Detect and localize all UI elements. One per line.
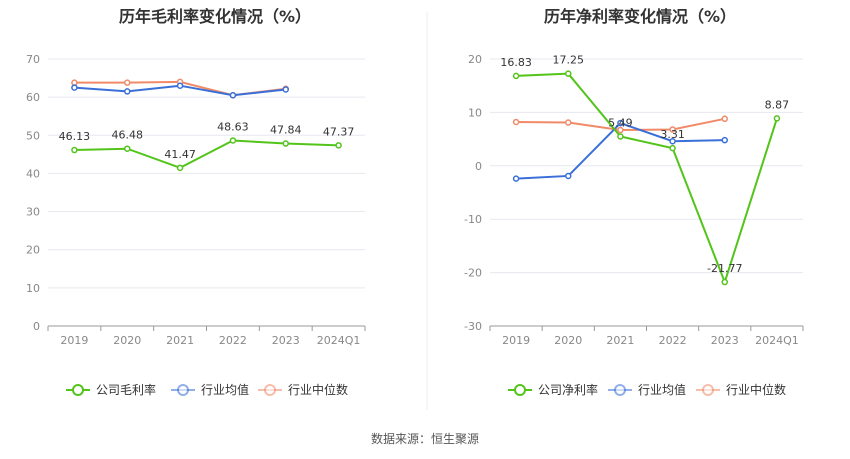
legend-marker xyxy=(702,384,714,396)
series-point xyxy=(71,146,78,154)
legend-label: 行业均值 xyxy=(201,382,249,397)
x-tick-label: 2024Q1 xyxy=(317,334,361,347)
legend-label: 行业中位数 xyxy=(288,382,348,397)
series-point xyxy=(176,164,184,172)
data-source: 数据来源：恒生聚源 xyxy=(371,431,479,446)
x-tick-label: 2021 xyxy=(606,334,634,347)
series-point xyxy=(721,278,728,286)
x-tick-label: 2020 xyxy=(554,334,582,347)
series-point xyxy=(721,115,728,123)
y-tick-label: 70 xyxy=(26,53,40,66)
series-point xyxy=(669,126,676,133)
series-point xyxy=(617,119,624,127)
data-label: 47.37 xyxy=(323,125,355,138)
y-tick-label: -20 xyxy=(464,267,482,280)
x-tick-label: 2019 xyxy=(502,334,530,347)
series-line xyxy=(74,139,339,169)
series-point xyxy=(282,140,289,147)
series-point xyxy=(565,119,572,126)
y-tick-label: 10 xyxy=(468,106,482,119)
y-tick-label: 10 xyxy=(26,282,40,295)
x-tick-label: 2024Q1 xyxy=(755,334,799,347)
data-label: -21.77 xyxy=(707,262,742,275)
y-tick-label: 0 xyxy=(475,160,482,173)
series-point xyxy=(124,145,131,152)
legend-marker xyxy=(614,384,626,396)
data-label: 41.47 xyxy=(164,148,196,161)
data-label: 48.63 xyxy=(217,121,249,134)
y-tick-label: 40 xyxy=(26,167,40,180)
data-label: 46.48 xyxy=(112,129,144,142)
y-tick-label: 50 xyxy=(26,129,40,142)
legend-marker xyxy=(514,384,526,396)
x-tick-label: 2022 xyxy=(219,334,247,347)
series-point xyxy=(71,84,78,91)
data-label: 17.25 xyxy=(553,54,585,67)
legend-label: 公司毛利率 xyxy=(96,382,156,397)
legend-marker xyxy=(177,384,189,396)
series-point xyxy=(669,144,676,152)
series-point xyxy=(512,175,520,182)
series-point xyxy=(176,82,184,89)
legend-label: 行业中位数 xyxy=(726,382,786,397)
y-tick-label: 20 xyxy=(26,244,40,257)
series-point xyxy=(124,88,131,95)
series-point xyxy=(669,137,676,145)
legend-marker xyxy=(72,384,84,396)
x-tick-label: 2022 xyxy=(659,334,687,347)
series-point xyxy=(773,115,781,122)
chart-title: 历年净利率变化情况（%） xyxy=(544,7,736,26)
y-tick-label: -10 xyxy=(464,213,482,226)
series-point xyxy=(335,142,342,149)
net-margin-chart: 历年净利率变化情况（%） -30 -20 -10 0 10 20 2019 2020 2021 2… xyxy=(464,7,804,397)
gross-margin-chart: 历年毛利率变化情况（%） 0 10 20 30 40 50 60 70 2019 2020 2021… xyxy=(26,7,366,397)
data-label: 3.31 xyxy=(660,128,685,141)
series-point xyxy=(229,137,237,144)
data-label: 5.49 xyxy=(608,116,633,129)
series-point xyxy=(565,70,572,77)
y-tick-label: 0 xyxy=(33,320,40,333)
series-line xyxy=(516,72,778,286)
series-point xyxy=(282,86,289,93)
series-point xyxy=(124,79,131,86)
y-tick-label: 60 xyxy=(26,91,40,104)
chart-title: 历年毛利率变化情况（%） xyxy=(119,7,311,26)
series-point xyxy=(565,172,572,180)
series-point xyxy=(721,136,728,144)
data-label: 46.13 xyxy=(59,130,91,143)
series-point xyxy=(512,118,520,126)
x-tick-label: 2023 xyxy=(272,334,300,347)
x-tick-label: 2020 xyxy=(113,334,141,347)
data-label: 8.87 xyxy=(765,98,790,111)
series-point xyxy=(229,91,237,99)
y-tick-label: 20 xyxy=(468,53,482,66)
legend-label: 公司净利率 xyxy=(538,382,598,397)
x-tick-label: 2023 xyxy=(711,334,739,347)
x-tick-label: 2021 xyxy=(166,334,194,347)
series-point xyxy=(512,72,520,80)
legend-marker xyxy=(264,384,276,396)
data-label: 16.83 xyxy=(500,56,532,69)
y-tick-label: -30 xyxy=(464,320,482,333)
series-point xyxy=(617,133,624,140)
y-tick-label: 30 xyxy=(26,206,40,219)
data-label: 47.84 xyxy=(270,124,302,137)
series-point xyxy=(617,126,624,134)
legend-label: 行业均值 xyxy=(638,382,686,397)
x-tick-label: 2019 xyxy=(60,334,88,347)
